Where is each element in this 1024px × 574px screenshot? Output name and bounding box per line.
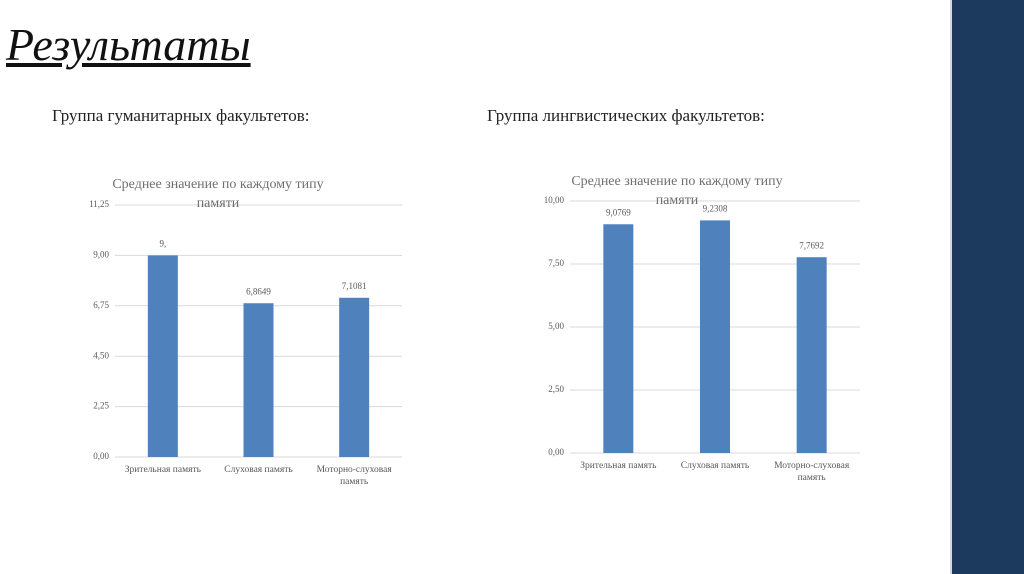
- y-tick-label: 11,25: [89, 199, 109, 209]
- y-tick-label: 7,50: [548, 258, 564, 268]
- chart-heading: Группа лингвистических факультетов:: [487, 106, 765, 125]
- y-tick-label: 9,00: [93, 249, 109, 259]
- x-tick-label: Зрительная память: [580, 461, 657, 471]
- y-tick-label: 10,00: [544, 195, 565, 205]
- x-tick-label: Слуховая память: [224, 465, 293, 475]
- value-label: 6,8649: [246, 286, 271, 296]
- y-tick-label: 5,00: [548, 321, 564, 331]
- value-label: 9,2308: [703, 203, 728, 213]
- x-tick-label: Моторно-слуховая память: [774, 461, 850, 483]
- bar: [339, 297, 370, 457]
- chart-title: Среднее значение по каждому типу памяти: [112, 177, 324, 211]
- value-label: 7,7692: [799, 240, 824, 250]
- bar: [700, 220, 730, 453]
- chart-title: Среднее значение по каждому типу памяти: [571, 174, 783, 208]
- y-tick-label: 2,25: [93, 401, 109, 411]
- bar: [243, 303, 274, 457]
- y-tick-label: 0,00: [93, 451, 109, 461]
- bar: [603, 224, 634, 453]
- value-label: 9,0769: [606, 207, 631, 217]
- value-label: 7,1081: [342, 281, 367, 291]
- bar: [147, 255, 178, 457]
- bar: [796, 257, 827, 453]
- x-tick-label: Слуховая память: [680, 461, 750, 471]
- y-tick-label: 6,75: [93, 300, 109, 310]
- x-tick-label: Зрительная память: [124, 465, 201, 475]
- chart-heading: Группа гуманитарных факультетов:: [52, 106, 310, 125]
- y-tick-label: 2,50: [548, 384, 564, 394]
- y-tick-label: 0,00: [548, 447, 564, 457]
- charts: 0,00 2,25 4,50 6,75 9,00 11,25 9, 6,8649 7,1081 0…: [89, 195, 860, 461]
- y-tick-label: 4,50: [93, 350, 109, 360]
- side-band: [950, 0, 1024, 574]
- x-tick-label: Моторно-слуховая память: [316, 465, 392, 487]
- value-label: 9,: [159, 238, 166, 248]
- slide-title: Результаты: [6, 19, 251, 70]
